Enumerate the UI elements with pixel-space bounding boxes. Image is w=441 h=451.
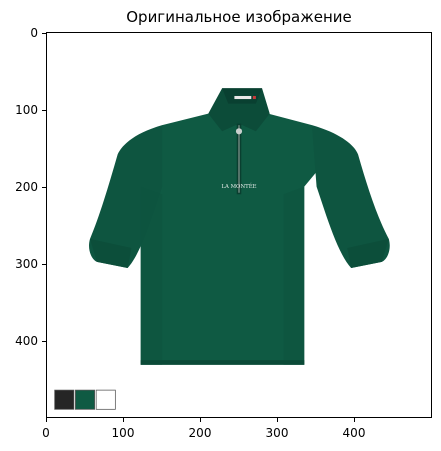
product-photo: LA MONTÉE [47,33,431,417]
figure-title: Оригинальное изображение [126,8,352,26]
x-tick-label: 400 [342,426,366,440]
y-tick-label: 200 [15,180,38,194]
y-tick-mark [42,341,46,342]
image-axes: LA MONTÉE [46,32,432,418]
x-tick-mark [46,418,47,422]
x-tick-label: 0 [42,426,50,440]
y-tick-label: 300 [15,257,38,271]
color-palette [54,389,116,410]
x-tick-mark [200,418,201,422]
x-tick-mark [277,418,278,422]
y-tick-label: 400 [15,334,38,348]
y-tick-label: 0 [30,26,38,40]
y-tick-label: 100 [15,103,38,117]
y-tick-mark [42,187,46,188]
x-tick-label: 100 [111,426,135,440]
y-tick-mark [42,110,46,111]
y-tick-mark [42,33,46,34]
x-tick-mark [354,418,355,422]
y-tick-mark [42,264,46,265]
shirt: LA MONTÉE [89,88,390,365]
x-tick-label: 300 [265,426,289,440]
x-tick-label: 200 [188,426,212,440]
x-tick-mark [123,418,124,422]
brand-text: LA MONTÉE [221,182,256,190]
